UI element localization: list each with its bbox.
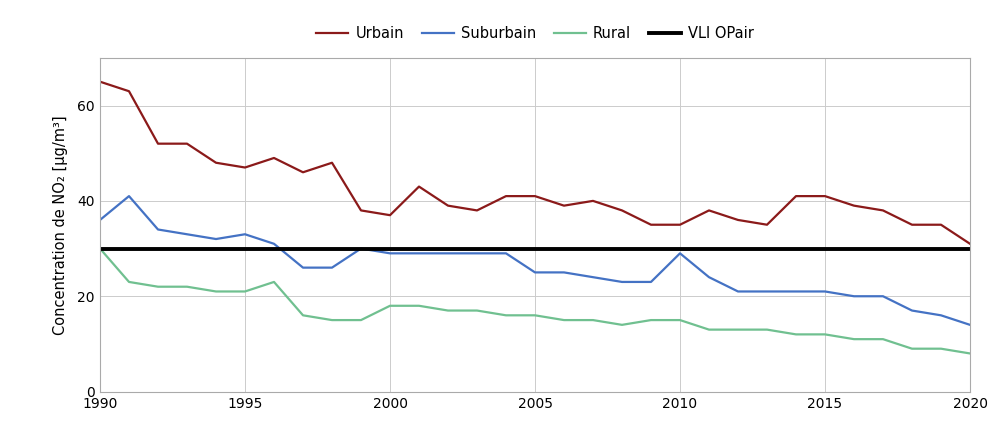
Rural bbox=[210, 289, 222, 294]
Urbain bbox=[500, 194, 512, 199]
Suburbain bbox=[964, 322, 976, 328]
Rural bbox=[703, 327, 715, 332]
Legend: Urbain, Suburbain, Rural, VLI OPair: Urbain, Suburbain, Rural, VLI OPair bbox=[310, 20, 760, 47]
Urbain bbox=[732, 217, 744, 222]
Suburbain bbox=[384, 251, 396, 256]
Rural bbox=[732, 327, 744, 332]
Suburbain bbox=[471, 251, 483, 256]
Urbain bbox=[587, 198, 599, 203]
Urbain bbox=[674, 222, 686, 227]
Urbain bbox=[355, 208, 367, 213]
Rural bbox=[587, 317, 599, 323]
Suburbain bbox=[529, 270, 541, 275]
Urbain bbox=[210, 160, 222, 166]
Suburbain bbox=[587, 275, 599, 280]
Urbain bbox=[268, 155, 280, 161]
Rural bbox=[645, 317, 657, 323]
Suburbain bbox=[877, 294, 889, 299]
Suburbain bbox=[790, 289, 802, 294]
Suburbain bbox=[558, 270, 570, 275]
Urbain bbox=[529, 194, 541, 199]
Urbain bbox=[935, 222, 947, 227]
Suburbain bbox=[935, 313, 947, 318]
Suburbain bbox=[413, 251, 425, 256]
Urbain bbox=[152, 141, 164, 146]
Rural bbox=[674, 317, 686, 323]
Urbain bbox=[964, 241, 976, 247]
Rural bbox=[384, 303, 396, 308]
Urbain bbox=[790, 194, 802, 199]
Urbain bbox=[471, 208, 483, 213]
Suburbain bbox=[152, 227, 164, 232]
Rural bbox=[239, 289, 251, 294]
Suburbain bbox=[442, 251, 454, 256]
Urbain bbox=[239, 165, 251, 170]
Suburbain bbox=[355, 246, 367, 251]
Line: Suburbain: Suburbain bbox=[100, 196, 970, 325]
Suburbain bbox=[819, 289, 831, 294]
Urbain bbox=[384, 213, 396, 218]
Suburbain bbox=[326, 265, 338, 270]
Urbain bbox=[877, 208, 889, 213]
Urbain bbox=[819, 194, 831, 199]
Urbain bbox=[906, 222, 918, 227]
Urbain bbox=[703, 208, 715, 213]
Suburbain bbox=[123, 194, 135, 199]
Urbain bbox=[558, 203, 570, 208]
Suburbain bbox=[239, 231, 251, 237]
Urbain bbox=[326, 160, 338, 166]
Suburbain bbox=[94, 217, 106, 222]
Suburbain bbox=[210, 236, 222, 242]
Rural bbox=[268, 279, 280, 285]
Suburbain bbox=[906, 308, 918, 313]
Rural bbox=[761, 327, 773, 332]
Urbain bbox=[442, 203, 454, 208]
Rural bbox=[964, 351, 976, 356]
Rural bbox=[500, 313, 512, 318]
Line: Rural: Rural bbox=[100, 249, 970, 353]
Suburbain bbox=[297, 265, 309, 270]
Urbain bbox=[297, 170, 309, 175]
Rural bbox=[906, 346, 918, 352]
Urbain bbox=[761, 222, 773, 227]
Rural bbox=[819, 332, 831, 337]
Suburbain bbox=[703, 275, 715, 280]
Rural bbox=[529, 313, 541, 318]
Rural bbox=[790, 332, 802, 337]
Suburbain bbox=[645, 279, 657, 285]
Suburbain bbox=[500, 251, 512, 256]
Suburbain bbox=[732, 289, 744, 294]
Rural bbox=[442, 308, 454, 313]
Urbain bbox=[181, 141, 193, 146]
Urbain bbox=[94, 79, 106, 85]
Rural bbox=[152, 284, 164, 289]
Suburbain bbox=[761, 289, 773, 294]
Urbain bbox=[645, 222, 657, 227]
Suburbain bbox=[616, 279, 628, 285]
Urbain bbox=[123, 89, 135, 94]
Urbain bbox=[848, 203, 860, 208]
Rural bbox=[94, 246, 106, 251]
Suburbain bbox=[268, 241, 280, 247]
Rural bbox=[558, 317, 570, 323]
Suburbain bbox=[848, 294, 860, 299]
Rural bbox=[877, 336, 889, 342]
Rural bbox=[471, 308, 483, 313]
Rural bbox=[326, 317, 338, 323]
Suburbain bbox=[674, 251, 686, 256]
Y-axis label: Concentration de NO₂ [µg/m³]: Concentration de NO₂ [µg/m³] bbox=[53, 115, 68, 335]
Suburbain bbox=[181, 231, 193, 237]
Rural bbox=[413, 303, 425, 308]
Urbain bbox=[616, 208, 628, 213]
Rural bbox=[848, 336, 860, 342]
Urbain bbox=[413, 184, 425, 189]
Line: Urbain: Urbain bbox=[100, 82, 970, 244]
Rural bbox=[355, 317, 367, 323]
Rural bbox=[297, 313, 309, 318]
Rural bbox=[935, 346, 947, 352]
Rural bbox=[123, 279, 135, 285]
Rural bbox=[181, 284, 193, 289]
Rural bbox=[616, 322, 628, 328]
